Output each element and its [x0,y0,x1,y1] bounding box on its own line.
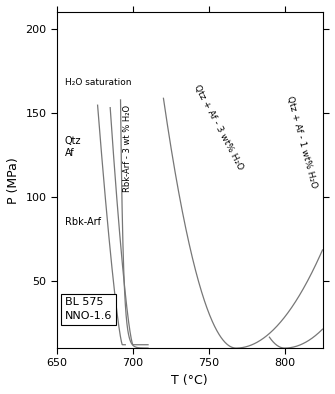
Text: Rbk-Arf - 3 wt % H₂O: Rbk-Arf - 3 wt % H₂O [123,105,132,192]
Text: H₂O saturation: H₂O saturation [65,78,131,87]
Text: Qtz + Af - 3 wt% H₂O: Qtz + Af - 3 wt% H₂O [192,84,245,172]
X-axis label: T (°C): T (°C) [172,374,208,387]
Text: Qtz + Af - 1 wt% H₂O: Qtz + Af - 1 wt% H₂O [284,95,318,189]
Text: Qtz
Af: Qtz Af [65,136,81,158]
Text: Rbk-Arf: Rbk-Arf [65,217,100,227]
Y-axis label: P (MPa): P (MPa) [7,157,20,204]
Text: BL 575
NNO-1.6: BL 575 NNO-1.6 [65,297,112,322]
